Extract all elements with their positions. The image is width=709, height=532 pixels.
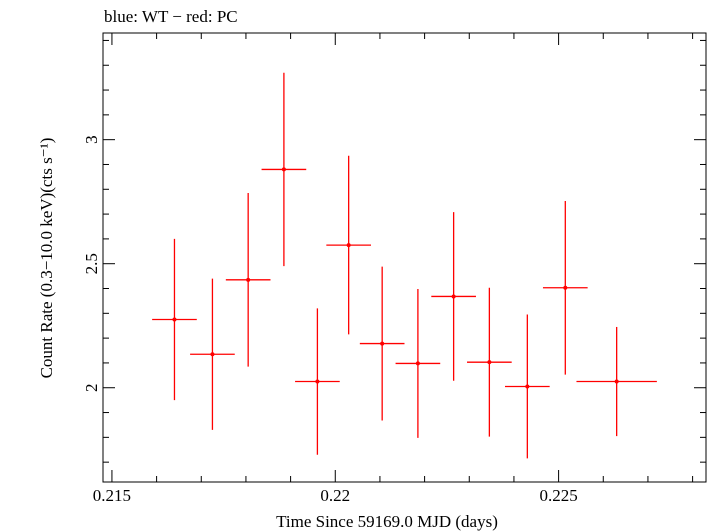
y-tick-labels: 22.53 bbox=[82, 135, 101, 392]
plot-frame bbox=[102, 32, 707, 483]
data-point bbox=[225, 193, 271, 367]
data-marker bbox=[415, 361, 420, 366]
data-marker bbox=[487, 360, 492, 365]
data-marker bbox=[210, 352, 215, 357]
x-tick-labels: 0.215 0.22 0.225 bbox=[93, 486, 578, 505]
data-point bbox=[152, 238, 197, 401]
data-point bbox=[326, 155, 371, 335]
data-point bbox=[467, 287, 512, 437]
data-marker bbox=[380, 341, 385, 346]
data-marker bbox=[315, 379, 320, 384]
y-tick-label: 3 bbox=[82, 135, 101, 144]
data-point bbox=[359, 266, 405, 421]
y-axis-label: Count Rate (0.3−10.0 keV)(cts s⁻¹) bbox=[37, 138, 56, 379]
data-marker bbox=[281, 167, 286, 172]
data-marker bbox=[346, 243, 351, 248]
data-points bbox=[152, 72, 657, 459]
data-marker bbox=[451, 294, 456, 299]
data-point bbox=[505, 314, 550, 459]
data-point bbox=[295, 308, 340, 455]
data-point bbox=[576, 326, 657, 437]
data-marker bbox=[172, 317, 177, 322]
data-point bbox=[261, 72, 307, 267]
axis-ticks bbox=[103, 33, 706, 482]
data-marker bbox=[525, 384, 530, 389]
chart-header: blue: WT − red: PC bbox=[104, 7, 238, 26]
x-tick-label: 0.225 bbox=[539, 486, 577, 505]
y-tick-label: 2.5 bbox=[82, 253, 101, 274]
data-point bbox=[190, 278, 235, 430]
x-tick-label: 0.215 bbox=[93, 486, 131, 505]
data-marker bbox=[614, 379, 619, 384]
y-tick-label: 2 bbox=[82, 383, 101, 392]
data-marker bbox=[246, 277, 251, 282]
data-point bbox=[431, 212, 476, 381]
data-point bbox=[542, 200, 588, 375]
data-point bbox=[395, 289, 441, 438]
x-axis-label: Time Since 59169.0 MJD (days) bbox=[276, 512, 498, 531]
x-tick-label: 0.22 bbox=[320, 486, 350, 505]
data-marker bbox=[563, 285, 568, 290]
